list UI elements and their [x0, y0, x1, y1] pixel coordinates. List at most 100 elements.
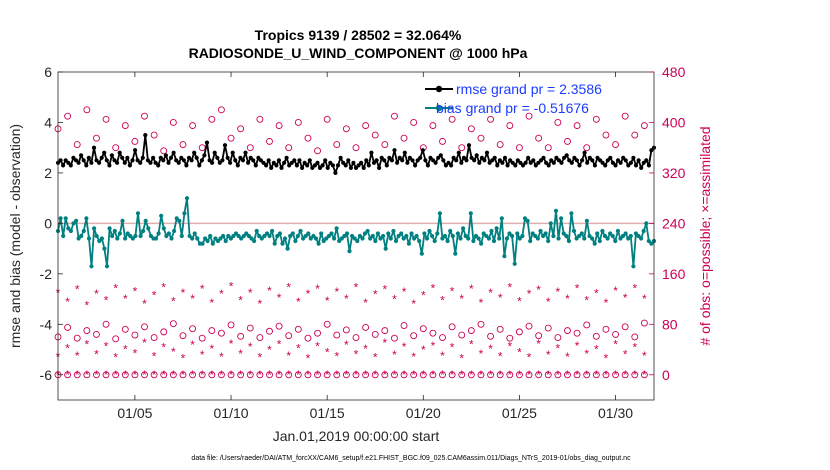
bias-point [117, 231, 122, 236]
obs-assimilated-marker: * [104, 339, 109, 353]
rmse-point [577, 163, 582, 168]
bias-point [556, 236, 561, 241]
bias-point [282, 236, 288, 241]
obs-assimilated-marker: * [267, 368, 272, 382]
rmse-point [282, 160, 287, 165]
bias-point [179, 233, 184, 239]
rmse-point [176, 160, 181, 165]
rmse-point [163, 153, 168, 158]
rmse-point [181, 158, 186, 163]
obs-assimilated-marker: * [200, 282, 205, 296]
obs-assimilated-marker: * [546, 295, 551, 309]
obs-assimilated-marker: * [421, 368, 426, 382]
rmse-point [279, 165, 284, 170]
obs-assimilated-marker: * [181, 286, 186, 300]
bias-point [172, 228, 177, 234]
rmse-point [425, 163, 430, 168]
rmse-point [423, 158, 428, 163]
bias-point [548, 221, 553, 226]
obs-possible-marker [544, 371, 552, 379]
obs-assimilated-marker: * [527, 351, 532, 365]
obs-assimilated-marker: * [152, 349, 157, 363]
rmse-point [156, 163, 161, 168]
bias-point [381, 233, 386, 239]
obs-possible-marker [371, 330, 379, 338]
bias-point [79, 233, 84, 239]
bias-point [244, 231, 249, 236]
rmse-point [341, 160, 346, 165]
obs-possible-marker [419, 371, 427, 379]
obs-assimilated-marker: * [613, 284, 618, 298]
rmse-point [562, 155, 567, 160]
obs-possible-marker [294, 371, 302, 379]
obs-possible-marker [314, 371, 321, 379]
obs-possible-marker [496, 325, 504, 333]
rmse-point [330, 163, 335, 168]
bias-point [128, 233, 133, 239]
bias-point [517, 236, 522, 241]
bias-point [337, 238, 342, 244]
obs-assimilated-marker: * [594, 343, 599, 357]
rmse-point [179, 155, 184, 160]
bias-point [584, 218, 590, 223]
rmse-point [649, 148, 654, 153]
rmse-point [294, 163, 299, 168]
obs-assimilated-marker: * [248, 340, 253, 354]
obs-possible-marker [506, 334, 514, 342]
obs-possible-marker [419, 325, 427, 333]
obs-assimilated-marker: * [277, 337, 282, 351]
obs-possible-marker [381, 141, 389, 148]
rmse-point [333, 170, 338, 175]
rmse-point [325, 165, 330, 170]
rmse-point [300, 165, 305, 170]
bias-point [626, 236, 631, 241]
rmse-point [518, 160, 523, 165]
bias-point [208, 233, 213, 239]
rmse-point [379, 155, 384, 160]
bias-point [231, 233, 236, 239]
bias-point [551, 233, 556, 239]
rmse-point [143, 133, 148, 138]
bias-point [61, 233, 66, 239]
bias-point [159, 213, 164, 218]
bias-point [270, 228, 275, 234]
obs-assimilated-marker: * [488, 342, 493, 356]
legend-rmse-label: rmse grand pr = 2.3586 [456, 81, 602, 97]
obs-possible-marker [564, 371, 571, 379]
obs-assimilated-marker: * [65, 295, 70, 309]
bias-point [301, 236, 306, 241]
obs-assimilated-marker: * [113, 281, 118, 295]
bias-point [288, 233, 293, 239]
rmse-point [346, 158, 351, 163]
obs-assimilated-marker: * [459, 368, 464, 382]
bias-point [218, 236, 223, 241]
rmse-point [443, 163, 448, 168]
rmse-point [495, 163, 500, 168]
obs-possible-marker [544, 144, 552, 152]
obs-possible-marker [467, 371, 475, 379]
obs-possible-marker [371, 131, 379, 139]
obs-possible-marker [352, 144, 360, 152]
obs-assimilated-marker: * [306, 351, 311, 365]
rmse-point [192, 150, 197, 155]
obs-assimilated-marker: * [402, 368, 407, 382]
obs-assimilated-marker: * [286, 281, 291, 295]
obs-assimilated-marker: * [363, 342, 368, 356]
obs-assimilated-marker: * [354, 368, 359, 382]
rmse-point [613, 163, 618, 168]
obs-possible-marker [160, 371, 168, 379]
obs-possible-marker [631, 371, 639, 379]
bias-point [515, 231, 520, 236]
obs-possible-marker [573, 371, 581, 379]
obs-assimilated-marker: * [604, 351, 609, 365]
rmse-point [238, 155, 243, 160]
bias-point [422, 231, 427, 236]
obs-possible-marker [304, 334, 312, 342]
bias-point [409, 231, 414, 236]
bias-point [332, 236, 337, 241]
bias-point [130, 236, 135, 241]
obs-assimilated-marker: * [392, 348, 397, 362]
bias-point [187, 233, 192, 239]
obs-possible-marker [602, 325, 610, 333]
obs-assimilated-marker: * [123, 292, 128, 306]
